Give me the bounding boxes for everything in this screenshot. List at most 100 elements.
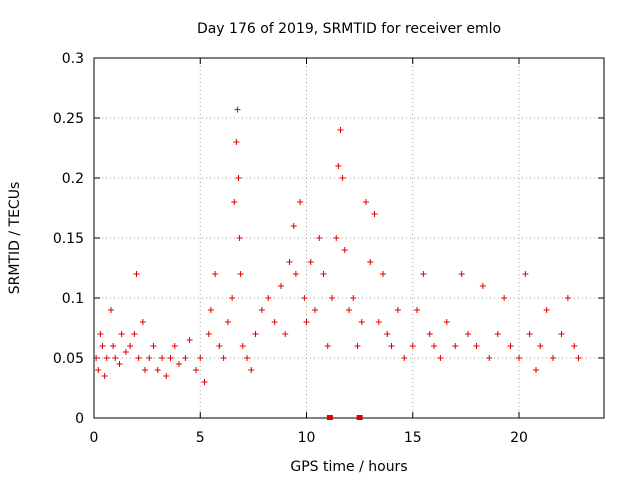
data-point: [150, 343, 157, 349]
x-tick-label: 10: [298, 430, 316, 446]
x-tick-label: 5: [196, 430, 205, 446]
y-tick-label: 0.2: [62, 171, 84, 187]
data-point: [371, 211, 378, 217]
data-point: [167, 355, 174, 361]
data-point: [307, 259, 314, 265]
data-point: [341, 247, 348, 253]
data-point: [375, 319, 382, 325]
data-point: [507, 343, 514, 349]
data-point: [282, 331, 289, 337]
data-point: [292, 271, 299, 277]
axis-ticks: [93, 57, 604, 419]
data-point: [501, 295, 508, 301]
data-point: [388, 343, 395, 349]
data-point: [437, 355, 444, 361]
y-tick-labels: 0 0.05 0.1 0.15 0.2 0.25 0.3: [53, 51, 84, 427]
data-point: [558, 331, 565, 337]
data-point: [312, 307, 318, 313]
y-tick-label: 0.25: [53, 111, 84, 127]
data-point: [182, 355, 189, 361]
data-point: [522, 271, 529, 277]
data-point: [231, 199, 238, 205]
data-point: [358, 319, 365, 325]
data-point-marker: [326, 415, 333, 420]
data-point: [193, 367, 199, 373]
data-point: [452, 343, 459, 349]
data-point: [303, 319, 310, 325]
data-point: [252, 331, 259, 337]
data-point: [297, 199, 304, 205]
data-point: [239, 343, 246, 349]
data-point: [186, 337, 193, 343]
data-point: [414, 307, 420, 313]
y-tick-label: 0.05: [53, 351, 84, 367]
data-point: [207, 307, 214, 313]
data-point: [258, 307, 265, 313]
data-point: [486, 355, 493, 361]
data-point: [197, 355, 204, 361]
data-point: [337, 127, 344, 133]
data-point: [118, 331, 125, 337]
data-point: [394, 307, 401, 313]
grid: [94, 58, 604, 418]
data-point: [146, 355, 153, 361]
data-point: [220, 355, 227, 361]
data-point: [101, 373, 108, 379]
data-point: [133, 271, 140, 277]
data-point: [367, 259, 374, 265]
data-point: [235, 175, 242, 181]
data-point-marker: [356, 415, 363, 420]
data-point: [229, 295, 236, 301]
data-point: [201, 379, 208, 385]
data-point: [571, 343, 578, 349]
data-point: [244, 355, 250, 361]
data-point: [380, 271, 386, 277]
data-point: [93, 355, 100, 361]
data-point: [479, 283, 486, 289]
data-point: [171, 343, 178, 349]
data-points: [93, 106, 582, 420]
data-point: [350, 295, 357, 301]
x-axis-label: GPS time / hours: [290, 459, 407, 475]
data-point: [234, 106, 241, 113]
data-point: [339, 175, 346, 181]
x-tick-labels: 0 5 10 15 20: [90, 430, 528, 446]
data-point: [335, 163, 342, 169]
data-point: [465, 331, 471, 337]
data-point: [212, 271, 219, 277]
data-point: [409, 343, 416, 349]
y-tick-label: 0.3: [62, 51, 84, 67]
data-point: [301, 295, 308, 301]
y-tick-label: 0.15: [53, 231, 84, 247]
data-point: [163, 373, 170, 379]
data-point: [426, 331, 433, 337]
data-point: [112, 355, 119, 361]
data-point: [575, 355, 582, 361]
data-point: [333, 235, 340, 241]
data-point: [526, 331, 533, 337]
data-point: [458, 271, 465, 277]
data-point: [320, 271, 327, 277]
data-point: [473, 343, 480, 349]
data-point: [159, 355, 165, 361]
data-point: [401, 355, 408, 361]
data-point: [516, 355, 522, 361]
data-point: [316, 235, 323, 241]
data-point: [533, 367, 539, 373]
data-point: [176, 361, 182, 367]
x-tick-label: 20: [510, 430, 528, 446]
data-point: [127, 343, 134, 349]
data-point: [271, 319, 278, 325]
data-point: [537, 343, 544, 349]
data-point: [443, 319, 450, 325]
data-point: [139, 319, 146, 325]
y-tick-label: 0: [75, 411, 84, 427]
data-point: [278, 283, 284, 289]
data-point: [431, 343, 437, 349]
data-point: [224, 319, 231, 325]
data-point: [95, 367, 102, 373]
data-point: [329, 295, 335, 301]
data-point: [354, 343, 361, 349]
data-point: [233, 139, 240, 145]
